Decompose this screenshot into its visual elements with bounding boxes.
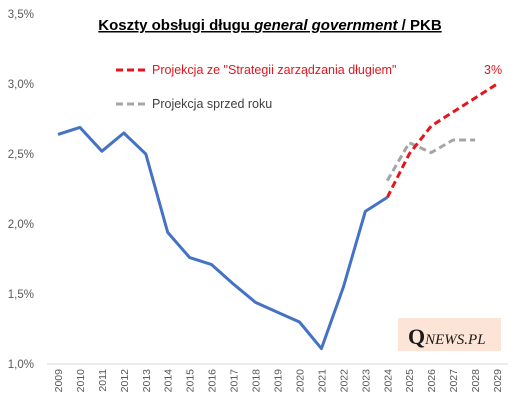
series-previous-projection-line bbox=[386, 138, 476, 182]
x-tick-label: 2015 bbox=[185, 369, 197, 393]
x-tick-label: 2027 bbox=[448, 369, 460, 393]
x-tick-label: 2026 bbox=[426, 369, 438, 393]
legend-label-strategy: Projekcja ze "Strategii zarządzania dług… bbox=[152, 63, 396, 77]
x-tick-label: 2023 bbox=[360, 369, 372, 393]
chart-title: Koszty obsługi długu general government … bbox=[98, 17, 442, 34]
x-tick-label: 2009 bbox=[53, 369, 65, 393]
y-tick-label: 3,0% bbox=[8, 79, 34, 91]
annotation-3pct: 3% bbox=[484, 63, 502, 77]
chart-title-part1: Koszty obsługi długu bbox=[98, 17, 254, 34]
watermark-background bbox=[398, 318, 501, 351]
chart-title-part2: general government bbox=[253, 17, 398, 34]
legend: Projekcja ze "Strategii zarządzania dług… bbox=[116, 63, 396, 111]
watermark-logo: QNEWS.PL bbox=[398, 318, 501, 351]
x-tick-label: 2028 bbox=[470, 369, 482, 393]
legend-label-previous: Projekcja sprzed roku bbox=[152, 97, 272, 111]
x-tick-label: 2017 bbox=[229, 369, 241, 393]
x-tick-label: 2010 bbox=[75, 369, 87, 393]
watermark-text: QNEWS.PL bbox=[408, 324, 486, 349]
y-tick-label: 3,5% bbox=[8, 9, 34, 21]
y-tick-label: 1,0% bbox=[8, 359, 34, 371]
y-axis-labels: 1,0% 1,5% 2,0% 2,5% 3,0% 3,5% bbox=[8, 9, 34, 371]
series-strategy-projection-line bbox=[385, 82, 498, 199]
x-tick-label: 2022 bbox=[338, 369, 350, 393]
x-tick-label: 2020 bbox=[294, 369, 306, 393]
x-tick-label: 2013 bbox=[141, 369, 153, 393]
x-tick-label: 2025 bbox=[404, 369, 416, 393]
x-tick-label: 2019 bbox=[273, 369, 285, 393]
x-tick-label: 2018 bbox=[251, 369, 263, 393]
x-tick-label: 2029 bbox=[492, 369, 504, 393]
x-tick-label: 2012 bbox=[119, 369, 131, 393]
x-axis-labels: 2009 2010 2011 2012 2013 2014 2015 2016 2017 2018… bbox=[53, 369, 504, 393]
x-tick-label: 2016 bbox=[207, 369, 219, 393]
y-tick-label: 1,5% bbox=[8, 289, 34, 301]
x-tick-label: 2021 bbox=[316, 369, 328, 393]
chart-title-part3: / PKB bbox=[398, 17, 442, 34]
x-tick-label: 2011 bbox=[97, 369, 109, 392]
x-tick-label: 2024 bbox=[382, 369, 394, 393]
series-layer bbox=[57, 82, 498, 351]
series-historical-line bbox=[57, 125, 389, 351]
x-tick-label: 2014 bbox=[163, 369, 175, 393]
y-tick-label: 2,0% bbox=[8, 219, 34, 231]
y-tick-label: 2,5% bbox=[8, 149, 34, 161]
